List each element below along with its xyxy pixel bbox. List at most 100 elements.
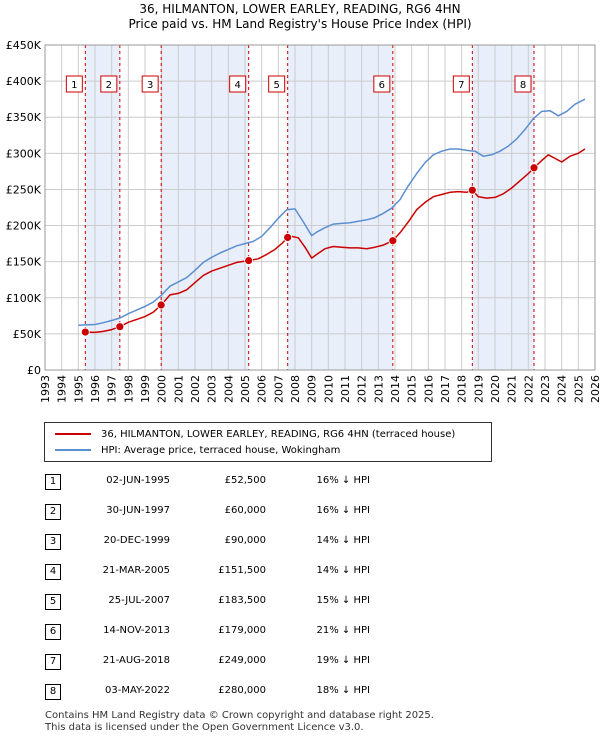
sale-point (156, 300, 166, 310)
sale-label-number: 8 (520, 80, 526, 91)
sale-period-band (85, 45, 120, 370)
y-tick-label: £300K (6, 147, 42, 160)
x-tick-label: 2026 (589, 375, 600, 403)
sale-price: £52,500 (224, 475, 266, 486)
x-tick-label: 2019 (472, 375, 485, 403)
x-tick-label: 2010 (322, 375, 335, 403)
x-tick-label: 2025 (572, 375, 585, 403)
chart-title: 36, HILMANTON, LOWER EARLEY, READING, RG… (139, 2, 461, 16)
sale-label-box (514, 75, 532, 93)
legend-label-hpi: HPI: Average price, terraced house, Woki… (101, 445, 341, 456)
footer-licence: This data is licensed under the Open Gov… (45, 722, 364, 733)
sale-point (283, 233, 293, 242)
x-tick-label: 2021 (506, 375, 519, 403)
table-row: 4 21-MAR-2005 £151,500 14% ↓ HPI (0, 560, 600, 588)
sale-label-box (141, 75, 159, 93)
sale-price: £249,000 (218, 655, 266, 666)
sale-date: 21-MAR-2005 (102, 565, 170, 576)
sale-period-band (287, 45, 393, 370)
y-tick-label: £450K (6, 39, 42, 52)
sale-hpi-diff: 16% ↓ HPI (316, 505, 370, 516)
price-chart: £0 £50K £100K £150K £200K £250K £300K £350K £400… (6, 39, 600, 403)
legend: 36, HILMANTON, LOWER EARLEY, READING, RG… (44, 422, 492, 462)
y-tick-label: £400K (6, 75, 42, 88)
sale-label-box (229, 75, 247, 93)
table-row: 8 03-MAY-2022 £280,000 18% ↓ HPI (0, 680, 600, 708)
sale-price: £60,000 (224, 505, 266, 516)
sale-point (244, 256, 254, 265)
x-tick-label: 2016 (422, 375, 435, 403)
y-tick-label: £200K (6, 220, 42, 233)
sale-price: £280,000 (218, 685, 266, 696)
x-tick-label: 1996 (89, 375, 102, 403)
sale-hpi-diff: 21% ↓ HPI (316, 625, 370, 636)
sale-point (529, 163, 539, 173)
sale-price: £90,000 (224, 535, 266, 546)
sale-date: 14-NOV-2013 (103, 625, 170, 636)
y-tick-label: £250K (6, 183, 42, 196)
sale-period-band (161, 45, 249, 370)
sale-label-box (100, 75, 118, 93)
table-row: 1 02-JUN-1995 £52,500 16% ↓ HPI (0, 470, 600, 498)
table-row: 7 21-AUG-2018 £249,000 19% ↓ HPI (0, 650, 600, 678)
sale-point (80, 327, 90, 337)
property-price-line (85, 148, 586, 334)
x-tick-label: 2007 (272, 375, 285, 403)
x-tick-label: 2013 (372, 375, 385, 403)
sale-point (388, 236, 398, 246)
legend-item-hpi: HPI: Average price, terraced house, Woki… (55, 443, 340, 459)
sale-number: 1 (45, 474, 61, 490)
x-tick-label: 2003 (206, 375, 219, 403)
y-tick-label: £100K (6, 292, 42, 305)
sale-hpi-diff: 16% ↓ HPI (316, 475, 370, 486)
chart-subtitle: Price paid vs. HM Land Registry's House … (128, 17, 472, 31)
table-row: 3 20-DEC-1999 £90,000 14% ↓ HPI (0, 530, 600, 558)
sale-hpi-diff: 15% ↓ HPI (316, 595, 370, 606)
sale-price: £151,500 (218, 565, 266, 576)
sale-number: 7 (45, 654, 61, 670)
x-tick-label: 2022 (522, 375, 535, 403)
sale-hpi-diff: 18% ↓ HPI (316, 685, 370, 696)
x-tick-label: 2006 (256, 375, 269, 403)
sale-date: 03-MAY-2022 (104, 685, 170, 696)
legend-item-property: 36, HILMANTON, LOWER EARLEY, READING, RG… (55, 427, 455, 443)
sale-number: 6 (45, 624, 61, 640)
x-tick-label: 1997 (106, 375, 119, 403)
legend-swatch-hpi (55, 449, 91, 451)
sale-date: 30-JUN-1997 (106, 505, 170, 516)
plot-border (44, 44, 596, 371)
sale-price: £179,000 (218, 625, 266, 636)
x-tick-label: 2009 (306, 375, 319, 403)
y-tick-label: £150K (6, 256, 42, 269)
sale-hpi-diff: 14% ↓ HPI (316, 565, 370, 576)
x-tick-label: 2001 (172, 375, 185, 403)
y-tick-label: £350K (6, 111, 42, 124)
sale-label-number: 7 (458, 80, 464, 91)
x-tick-label: 1994 (56, 375, 69, 403)
x-tick-label: 2023 (539, 375, 552, 403)
sale-label-box (373, 75, 391, 93)
sale-number: 5 (45, 594, 61, 610)
x-tick-label: 2005 (239, 375, 252, 403)
sale-date: 02-JUN-1995 (106, 475, 170, 486)
sale-price: £183,500 (218, 595, 266, 606)
legend-swatch-property (55, 433, 91, 435)
x-tick-label: 1999 (139, 375, 152, 403)
x-tick-label: 2004 (222, 375, 235, 403)
sale-label-box (65, 75, 83, 93)
x-tick-label: 2017 (439, 375, 452, 403)
sale-label-box (452, 75, 470, 93)
footer-copyright: Contains HM Land Registry data © Crown c… (45, 710, 434, 721)
sale-label-number: 4 (234, 80, 240, 91)
legend-label-property: 36, HILMANTON, LOWER EARLEY, READING, RG… (101, 429, 456, 440)
sale-hpi-diff: 14% ↓ HPI (316, 535, 370, 546)
y-tick-label: £0 (27, 364, 41, 377)
sale-number: 3 (45, 534, 61, 550)
sale-point (467, 185, 477, 195)
x-tick-label: 2011 (339, 375, 352, 403)
x-tick-label: 2000 (156, 375, 169, 403)
x-tick-label: 2024 (556, 375, 569, 403)
sale-label-number: 6 (379, 80, 385, 91)
sale-number: 4 (45, 564, 61, 580)
table-row: 6 14-NOV-2013 £179,000 21% ↓ HPI (0, 620, 600, 648)
